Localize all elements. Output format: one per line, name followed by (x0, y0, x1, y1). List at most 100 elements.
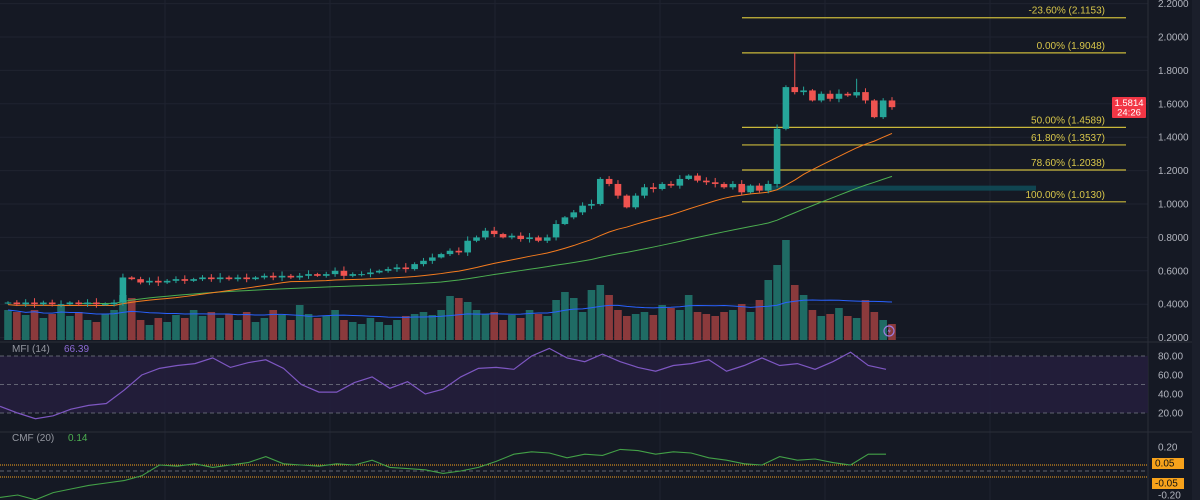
candle-body (437, 254, 445, 258)
volume-bar (490, 312, 498, 340)
candle-body (844, 93, 852, 96)
candle-body (340, 270, 348, 276)
candle-body (13, 302, 21, 305)
candle-body (322, 274, 330, 276)
volume-bar (888, 324, 896, 340)
lightning-icon[interactable] (883, 325, 895, 337)
candle-body (623, 195, 631, 208)
volume-bar (561, 292, 569, 340)
volume-bar (304, 314, 313, 340)
mfi-line (0, 347, 887, 420)
volume-bar (879, 320, 887, 340)
volume-bar (508, 315, 516, 340)
volume-bar (181, 318, 189, 340)
candle-body (853, 92, 860, 96)
candle-body (764, 183, 772, 191)
candle-body (154, 280, 162, 283)
mfi-tick-label: 60.00 (1158, 371, 1183, 382)
volume-bar (826, 314, 834, 340)
candle-body (4, 302, 12, 304)
volume-bar (242, 312, 251, 340)
candle-body (384, 269, 392, 271)
candle-body (773, 128, 781, 184)
volume-bar (163, 322, 171, 340)
candle-body (517, 235, 525, 240)
volume-bar (667, 308, 675, 340)
cmf-line (0, 448, 886, 500)
candle-body (411, 264, 418, 270)
price-pane[interactable]: -23.60% (2.1153) 0.00% (1.9048) 50.00% (1.… (4, 6, 1126, 340)
candle-body (570, 212, 578, 218)
volume-bar (817, 316, 826, 340)
candle-body (358, 274, 365, 276)
candle-body (252, 277, 259, 280)
volume-bar (729, 310, 737, 340)
cmf-value: 0.14 (68, 433, 88, 444)
volume-bar (737, 304, 746, 340)
candle-body (190, 279, 197, 281)
volume-bar (295, 305, 304, 340)
volume-bar (844, 316, 852, 340)
candle-body (261, 275, 268, 278)
candle-body (296, 275, 304, 278)
candle-body (473, 237, 480, 241)
cmf-title: CMF (20) (12, 433, 54, 444)
candle-body (278, 275, 286, 278)
volume-bar (790, 285, 799, 340)
volume-bar (313, 318, 322, 340)
cmf-band-label: 0.05 (1155, 459, 1175, 470)
candle-body (791, 87, 799, 93)
volume-bar (552, 300, 560, 340)
volume-bar (340, 320, 348, 340)
volume-bar (808, 310, 817, 340)
volume-bar (331, 310, 339, 340)
candle-body (676, 178, 684, 186)
candle-body (84, 302, 91, 305)
volume-bar (269, 310, 277, 340)
candle-body (729, 183, 737, 188)
volume-bar (375, 322, 384, 340)
candle-body (163, 280, 171, 283)
candle-body (331, 270, 339, 275)
candle-body (800, 90, 807, 93)
volume-bar (569, 298, 578, 340)
volume-bar (322, 316, 331, 340)
candle-body (826, 93, 834, 99)
candle-body (446, 250, 454, 255)
cmf-band-label-bg (1152, 458, 1184, 469)
mfi-pane[interactable] (0, 347, 1148, 420)
candle-body (552, 224, 560, 238)
candle-body (137, 279, 144, 283)
volume-bar (410, 314, 419, 340)
volume-bar (455, 298, 463, 340)
candle-body (720, 183, 728, 188)
cmf-pane[interactable] (0, 448, 1148, 500)
volume-bar (66, 316, 74, 340)
candle-body (22, 302, 29, 305)
volume-bar (145, 325, 154, 340)
volume-bar (543, 316, 552, 340)
scrollbar[interactable] (1192, 0, 1200, 500)
candle-body (464, 240, 471, 253)
candle-body (349, 274, 357, 276)
candle-body (782, 87, 790, 129)
fib-level-label: 78.60% (1.2038) (1031, 158, 1105, 169)
candle-body (31, 302, 38, 305)
volume-bar (366, 318, 375, 340)
volume-ma-line (7, 299, 893, 318)
candle-body (667, 183, 675, 186)
candle-body (101, 304, 109, 306)
volume-bar (216, 318, 224, 340)
volume-bar (92, 322, 101, 340)
volume-bar (428, 315, 437, 340)
cmf-tick-label: -0.20 (1158, 491, 1181, 500)
price-axis[interactable]: 2.2000 2.0000 1.8000 1.6000 1.4000 1.2000 1.00… (1152, 0, 1189, 500)
volume-bar (587, 290, 596, 340)
volume-bar (499, 320, 507, 340)
candle-body (482, 230, 489, 238)
candle-body (862, 92, 869, 101)
volume-bar (154, 318, 163, 340)
candle-body (216, 277, 224, 280)
